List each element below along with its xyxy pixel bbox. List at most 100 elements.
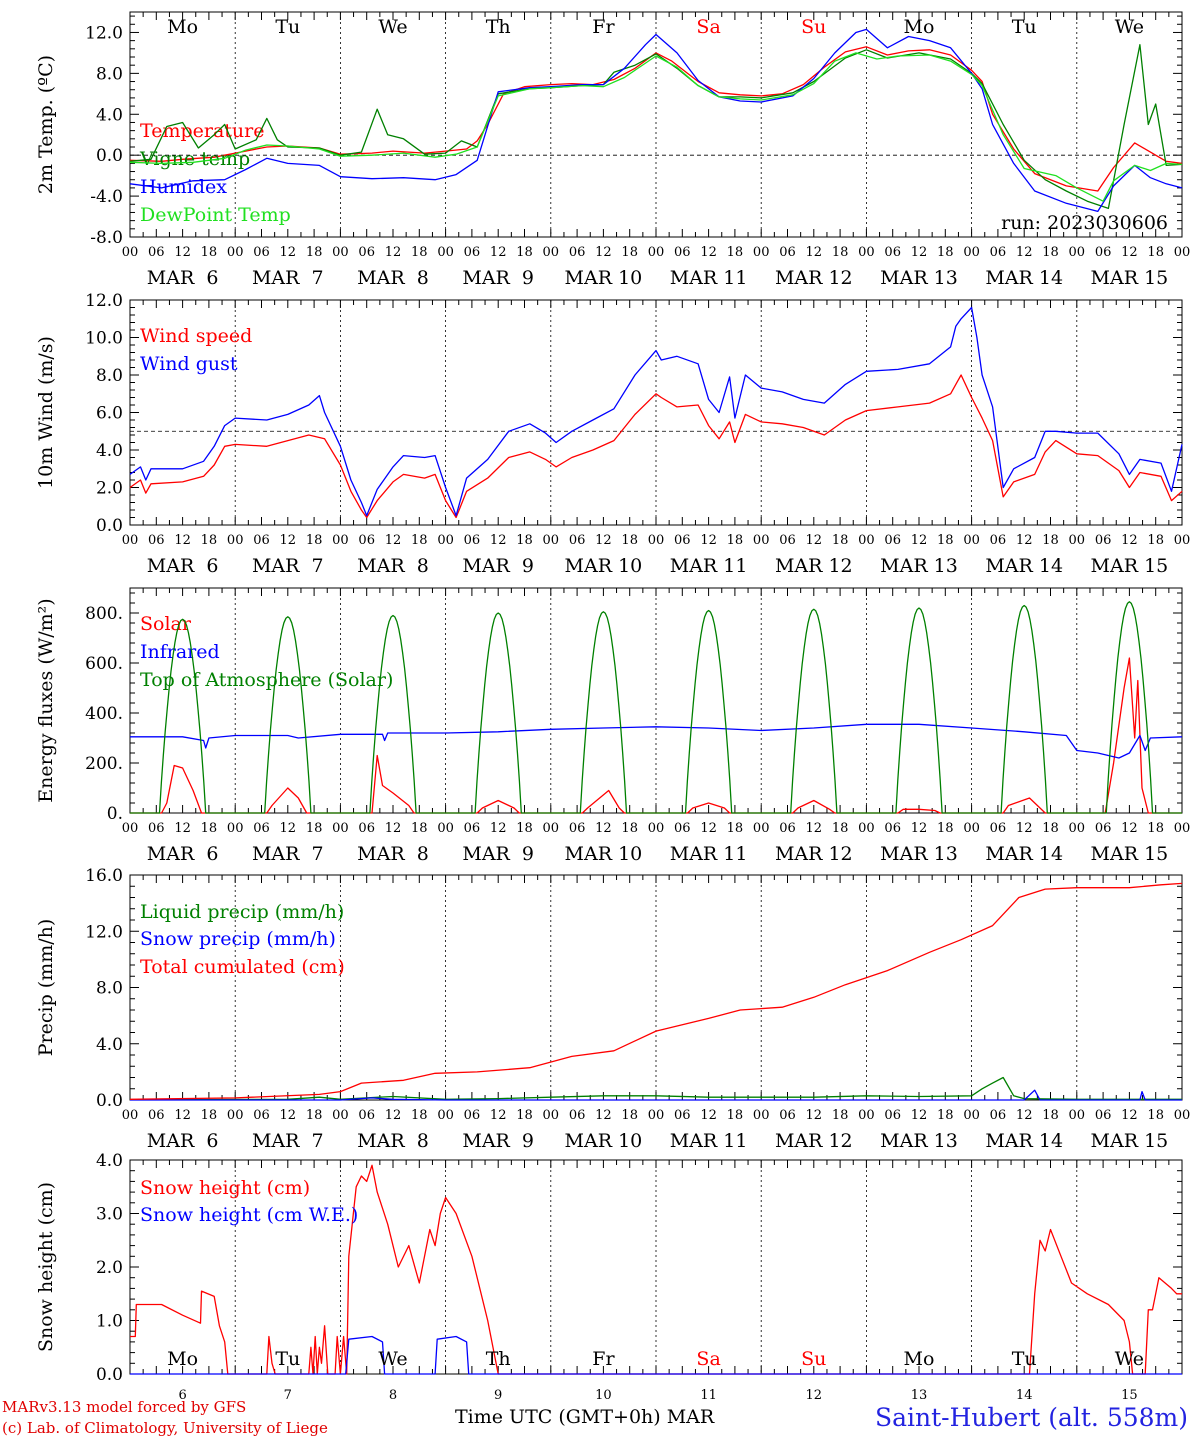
hour-tick-label: 12: [911, 1108, 928, 1123]
hour-tick-label: 00: [543, 821, 560, 836]
hour-tick-label: 18: [516, 1108, 533, 1123]
y-tick-label: 600.: [85, 654, 123, 674]
hour-tick-label: 00: [648, 821, 665, 836]
date-label: MAR 15: [1091, 555, 1169, 577]
weekday-label: We: [1115, 1348, 1144, 1370]
hour-tick-label: 18: [1042, 821, 1059, 836]
legend-entry: Top of Atmosphere (Solar): [140, 669, 393, 691]
weekday-label: Sa: [696, 16, 720, 38]
day-number-label: 10: [595, 1388, 612, 1403]
hour-tick-label: 12: [490, 533, 507, 548]
y-tick-label: 4.0: [96, 105, 123, 125]
weekday-label: Su: [801, 16, 826, 38]
y-tick-label: 12.0: [85, 922, 123, 942]
date-label: MAR 9: [462, 843, 534, 865]
hour-tick-label: 12: [595, 821, 612, 836]
date-label: MAR 12: [775, 843, 853, 865]
hour-tick-label: 00: [1069, 533, 1086, 548]
y-axis-label: Energy fluxes (W/m²): [35, 598, 57, 802]
hour-tick-label: 00: [648, 533, 665, 548]
day-number-label: 15: [1121, 1388, 1138, 1403]
series-line-liquid-precip-mm-h-: [129, 1076, 1182, 1101]
hour-tick-label: 06: [884, 533, 901, 548]
hour-tick-label: 12: [174, 1108, 191, 1123]
hour-tick-label: 06: [1095, 533, 1112, 548]
date-label: MAR 11: [670, 267, 748, 289]
weekday-label: Mo: [904, 16, 935, 38]
hour-tick-label: 12: [174, 821, 191, 836]
hour-tick-label: 06: [358, 245, 375, 260]
date-label: MAR 9: [462, 267, 534, 289]
y-tick-label: 0.0: [96, 1091, 123, 1111]
date-label: MAR 10: [565, 555, 643, 577]
date-label: MAR 15: [1091, 267, 1169, 289]
y-tick-label: 8.0: [96, 366, 123, 386]
hour-tick-label: 06: [1095, 821, 1112, 836]
hour-tick-label: 06: [464, 821, 481, 836]
hour-tick-label: 18: [832, 533, 849, 548]
hour-tick-label: 18: [937, 821, 954, 836]
hour-tick-label: 00: [1174, 533, 1191, 548]
hour-tick-label: 00: [122, 1108, 139, 1123]
hour-tick-label: 00: [332, 821, 349, 836]
weekday-label: Sa: [696, 1348, 720, 1370]
date-label: MAR 7: [252, 267, 324, 289]
legend-entry: Wind gust: [140, 353, 238, 375]
series-line-top-of-atmosphere-solar-: [130, 601, 1182, 814]
weekday-label: We: [378, 1348, 407, 1370]
hour-tick-label: 12: [1016, 1108, 1033, 1123]
hour-tick-label: 00: [332, 1108, 349, 1123]
hour-tick-label: 00: [858, 1108, 875, 1123]
hour-tick-label: 06: [358, 533, 375, 548]
legend-entry: Snow height (cm W.E.): [140, 1204, 358, 1226]
date-label: MAR 14: [985, 843, 1063, 865]
hour-tick-label: 00: [648, 245, 665, 260]
y-axis-label: 10m Wind (m/s): [35, 336, 57, 489]
hour-tick-label: 00: [332, 245, 349, 260]
hour-tick-label: 12: [490, 821, 507, 836]
hour-tick-label: 06: [569, 1108, 586, 1123]
y-tick-label: 6.0: [96, 404, 123, 424]
date-label: MAR 14: [985, 267, 1063, 289]
hour-tick-label: 18: [727, 821, 744, 836]
y-tick-label: 0.0: [96, 1365, 123, 1385]
y-tick-label: 400.: [85, 704, 123, 724]
hour-tick-label: 18: [516, 821, 533, 836]
hour-tick-label: 18: [727, 1108, 744, 1123]
date-label: MAR 6: [147, 555, 219, 577]
y-tick-label: 10.0: [85, 329, 123, 349]
date-label: MAR 13: [880, 843, 958, 865]
y-tick-label: 12.0: [85, 23, 123, 43]
y-tick-label: 0.0: [96, 516, 123, 536]
hour-tick-label: 06: [779, 533, 796, 548]
date-label: MAR 14: [985, 1130, 1063, 1152]
weekday-label: Th: [486, 16, 511, 38]
hour-tick-label: 12: [700, 533, 717, 548]
y-tick-label: 0.: [107, 804, 123, 824]
hour-tick-label: 18: [832, 245, 849, 260]
y-tick-label: -8.0: [90, 228, 123, 248]
weekday-label: Th: [486, 1348, 511, 1370]
hour-tick-label: 18: [937, 533, 954, 548]
hour-tick-label: 18: [621, 245, 638, 260]
hour-tick-label: 12: [385, 245, 402, 260]
hour-tick-label: 06: [990, 821, 1007, 836]
legend-entry: DewPoint Temp: [140, 204, 291, 226]
hour-tick-label: 12: [280, 821, 297, 836]
day-number-label: 9: [494, 1388, 502, 1403]
hour-tick-label: 06: [358, 821, 375, 836]
hour-tick-label: 12: [1016, 821, 1033, 836]
hour-tick-label: 12: [280, 245, 297, 260]
hour-tick-label: 12: [806, 1108, 823, 1123]
date-label: MAR 8: [357, 1130, 429, 1152]
hour-tick-label: 06: [674, 821, 691, 836]
legend-entry: Solar: [140, 613, 192, 635]
hour-tick-label: 12: [595, 533, 612, 548]
weekday-label: Tu: [275, 1348, 300, 1370]
hour-tick-label: 18: [937, 1108, 954, 1123]
hour-tick-label: 18: [411, 245, 428, 260]
date-label: MAR 12: [775, 267, 853, 289]
hour-tick-label: 00: [437, 821, 454, 836]
hour-tick-label: 18: [306, 821, 323, 836]
hour-tick-label: 18: [621, 1108, 638, 1123]
